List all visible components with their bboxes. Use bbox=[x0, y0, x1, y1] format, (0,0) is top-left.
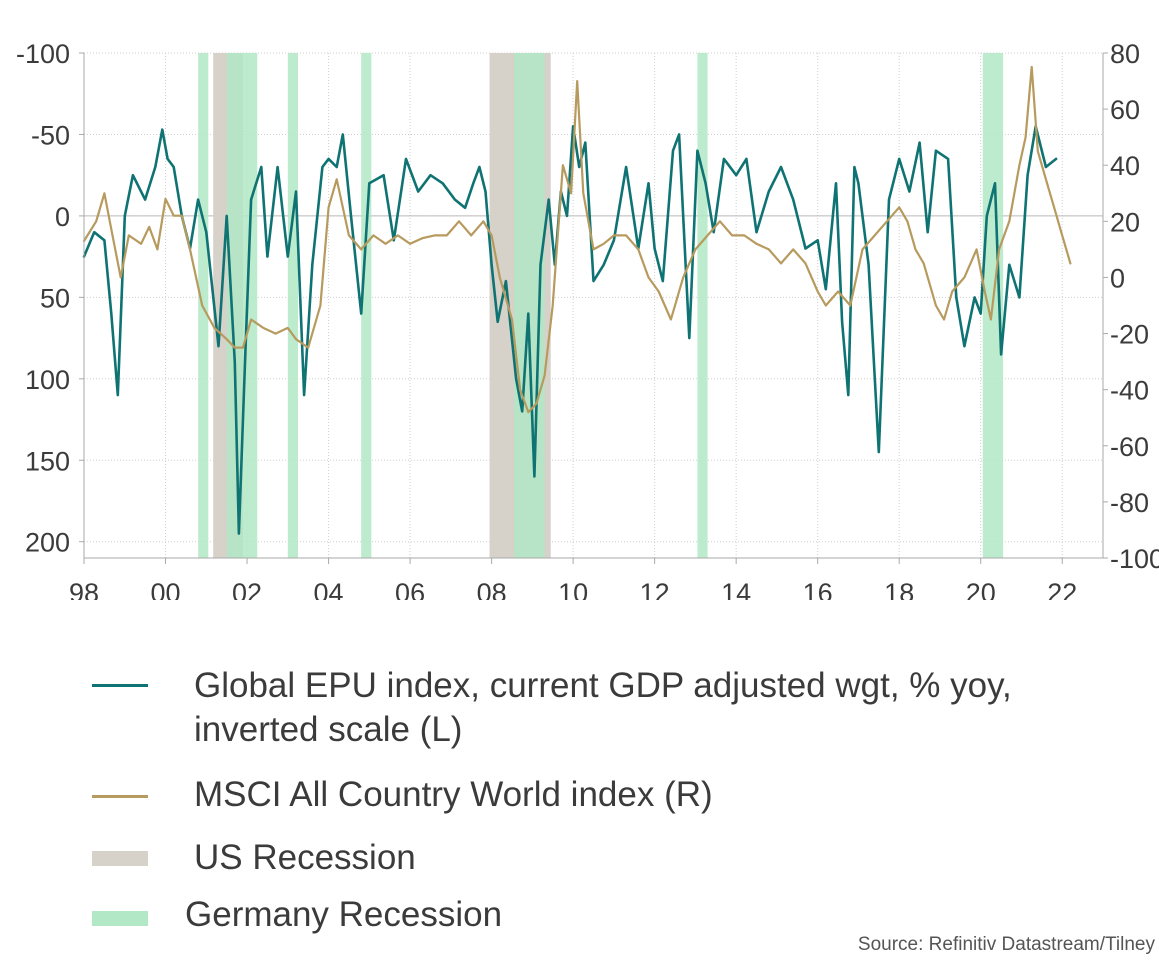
right-tick-label-7: -60 bbox=[1110, 432, 1149, 462]
series-line-msci-acwi bbox=[82, 65, 1072, 414]
axes bbox=[83, 53, 1104, 559]
x-tick-label-11: 20 bbox=[966, 578, 996, 600]
right-tick-label-5: -20 bbox=[1110, 320, 1149, 350]
right-tick-label-8: -80 bbox=[1110, 488, 1149, 518]
source-note: Source: Refinitiv Datastream/Tilney bbox=[857, 934, 1155, 955]
left-axis-ticks: -100 -50 0 50 100 150 200 bbox=[16, 39, 84, 558]
x-tick-label-0: 98 bbox=[69, 578, 99, 600]
left-tick-label-2: 0 bbox=[55, 202, 70, 232]
left-tick-label-1: -50 bbox=[31, 120, 70, 150]
legend-label-us-recession: US Recession bbox=[194, 838, 416, 877]
x-tick-label-10: 18 bbox=[884, 578, 914, 600]
right-tick-label-3: 20 bbox=[1110, 207, 1140, 237]
right-tick-label-1: 60 bbox=[1110, 95, 1140, 125]
legend-label-epu-line1: Global EPU index, current GDP adjusted w… bbox=[194, 666, 1012, 705]
legend-swatch-epu bbox=[92, 684, 148, 687]
recession-bands bbox=[198, 53, 1004, 558]
left-tick-label-6: 200 bbox=[25, 528, 70, 558]
legend-swatch-msci bbox=[92, 795, 148, 798]
right-tick-label-2: 40 bbox=[1110, 151, 1140, 181]
x-tick-label-1: 00 bbox=[150, 578, 180, 600]
right-tick-label-9: -100 bbox=[1110, 544, 1159, 574]
right-tick-label-6: -40 bbox=[1110, 376, 1149, 406]
x-tick-label-4: 06 bbox=[395, 578, 425, 600]
left-tick-label-0: -100 bbox=[16, 39, 70, 69]
left-tick-label-4: 100 bbox=[25, 365, 70, 395]
right-tick-label-0: 80 bbox=[1110, 39, 1140, 69]
left-tick-label-3: 50 bbox=[40, 283, 70, 313]
legend-label-msci: MSCI All Country World index (R) bbox=[194, 775, 713, 814]
germany-recession-band-5 bbox=[697, 53, 708, 558]
x-tick-label-7: 12 bbox=[640, 578, 670, 600]
germany-recession-band-3 bbox=[361, 53, 372, 558]
x-tick-label-8: 14 bbox=[721, 578, 751, 600]
right-axis-ticks: 80 60 40 20 0 -20 -40 -60 -80 -100 bbox=[1103, 39, 1159, 574]
right-tick-label-4: 0 bbox=[1110, 263, 1125, 293]
germany-recession-band-2 bbox=[287, 53, 298, 558]
x-tick-label-2: 02 bbox=[232, 578, 262, 600]
x-axis-ticks: 98 00 02 04 06 08 10 12 14 16 18 20 22 bbox=[69, 558, 1077, 600]
left-tick-label-5: 150 bbox=[25, 446, 70, 476]
x-tick-label-12: 22 bbox=[1047, 578, 1077, 600]
legend-swatch-us-recession bbox=[92, 851, 148, 866]
series-lines bbox=[82, 65, 1072, 535]
x-tick-label-3: 04 bbox=[314, 578, 344, 600]
legend-swatch-germany-recession bbox=[92, 911, 148, 926]
x-tick-label-5: 08 bbox=[477, 578, 507, 600]
legend-label-epu-line2: inverted scale (L) bbox=[194, 710, 463, 749]
legend-label-germany-recession: Germany Recession bbox=[185, 895, 503, 934]
x-tick-label-9: 16 bbox=[803, 578, 833, 600]
x-tick-label-6: 10 bbox=[558, 578, 588, 600]
